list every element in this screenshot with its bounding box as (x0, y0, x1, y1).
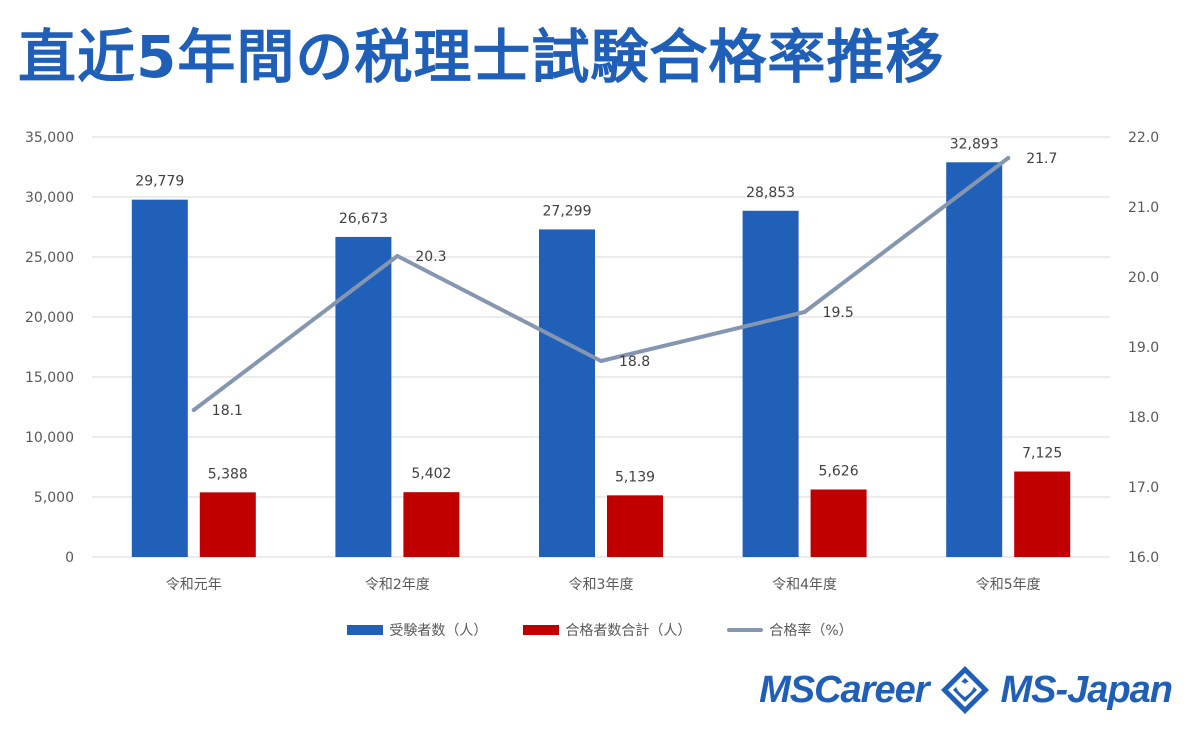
rate-line (191, 156, 1011, 412)
right-axis-ticks: 16.0 17.0 18.0 19.0 20.0 21.0 22.0 (1128, 130, 1159, 566)
right-axis-tick-label: 19.0 (1128, 340, 1159, 356)
left-axis-tick-label: 30,000 (25, 190, 74, 206)
legend: 受験者数（人） 合格者数合計（人） 合格率（%） (0, 620, 1200, 640)
bar-passers (810, 489, 867, 557)
right-axis-tick-label: 17.0 (1128, 480, 1159, 496)
bar-examinees (131, 199, 188, 558)
legend-label-examinees: 受験者数（人） (389, 623, 488, 639)
data-label-passers: 5,139 (615, 469, 655, 485)
bar-passers (403, 492, 460, 557)
legend-label-rate: 合格率（%） (769, 623, 853, 639)
legend-item-rate: 合格率（%） (727, 620, 853, 640)
bar-passers (1014, 471, 1071, 557)
data-labels: 29,779 5,388 26,673 5,402 27,299 5,139 28,853 5… (135, 136, 1062, 485)
data-label-examinees: 32,893 (950, 136, 999, 152)
category-label: 令和2年度 (365, 577, 430, 593)
category-labels: 令和元年 令和2年度 令和3年度 令和4年度 令和5年度 (166, 577, 1041, 593)
legend-label-passers: 合格者数合計（人） (565, 623, 692, 639)
right-axis-tick-label: 16.0 (1128, 550, 1159, 566)
data-label-passers: 5,388 (208, 466, 248, 482)
bar-passers (199, 492, 256, 557)
left-axis-tick-label: 25,000 (25, 250, 74, 266)
data-label-examinees: 29,779 (135, 174, 184, 190)
legend-item-examinees: 受験者数（人） (347, 620, 487, 640)
grid-lines (92, 136, 1110, 558)
bar-examinees (742, 210, 799, 557)
category-label: 令和元年 (166, 577, 222, 593)
data-label-rate: 21.7 (1026, 151, 1057, 167)
left-axis-tick-label: 0 (65, 550, 74, 566)
data-label-passers: 7,125 (1022, 446, 1062, 462)
left-axis-tick-label: 10,000 (25, 430, 74, 446)
rate-line-layer (191, 156, 1011, 412)
left-axis-tick-label: 5,000 (34, 490, 74, 506)
logo-ms-japan-text: MS-Japan (1000, 668, 1173, 711)
category-label: 令和5年度 (976, 577, 1041, 593)
logo-mscareer-text: MSCareer (759, 668, 929, 711)
left-axis-tick-label: 20,000 (25, 310, 74, 326)
legend-swatch-examinees (347, 625, 384, 635)
bar-passers (607, 495, 663, 557)
category-label: 令和4年度 (772, 577, 837, 593)
rate-point (191, 408, 196, 412)
right-axis-tick-label: 22.0 (1128, 130, 1159, 146)
data-label-examinees: 27,299 (543, 203, 592, 219)
data-label-rate: 18.8 (619, 354, 650, 370)
data-label-examinees: 26,673 (339, 211, 388, 227)
rate-point (599, 359, 603, 363)
data-label-rate: 19.5 (823, 305, 854, 321)
left-axis-ticks: 0 5,000 10,000 15,000 20,000 25,000 30,000 35,0… (25, 130, 74, 566)
chart: 0 5,000 10,000 15,000 20,000 25,000 30,000 35,0… (25, 130, 1159, 593)
page-title: 直近5年間の税理士試験合格率推移 (18, 23, 945, 91)
rate-point (1006, 156, 1011, 160)
data-label-passers: 5,402 (411, 466, 451, 482)
legend-item-passers: 合格者数合計（人） (523, 620, 691, 640)
ms-japan-diamond-logo-icon (940, 666, 989, 714)
left-axis-tick-label: 35,000 (25, 130, 74, 146)
bar-examinees (946, 162, 1003, 557)
category-label: 令和3年度 (569, 577, 634, 593)
left-axis-tick-label: 15,000 (25, 370, 74, 386)
bar-examinees (539, 229, 595, 558)
right-axis-tick-label: 21.0 (1128, 200, 1159, 216)
rate-point (395, 254, 400, 258)
data-label-examinees: 28,853 (746, 185, 795, 201)
rate-point (802, 310, 807, 314)
bar-examinees (335, 236, 392, 557)
data-label-rate: 20.3 (415, 249, 446, 265)
legend-swatch-passers (523, 625, 560, 635)
bars (131, 162, 1071, 558)
logo: MSCareer MS-Japan (759, 664, 1173, 716)
right-axis-tick-label: 20.0 (1128, 270, 1159, 286)
right-axis-tick-label: 18.0 (1128, 410, 1159, 426)
legend-swatch-rate (727, 628, 764, 632)
data-label-rate: 18.1 (212, 403, 243, 419)
data-label-passers: 5,626 (819, 463, 859, 479)
